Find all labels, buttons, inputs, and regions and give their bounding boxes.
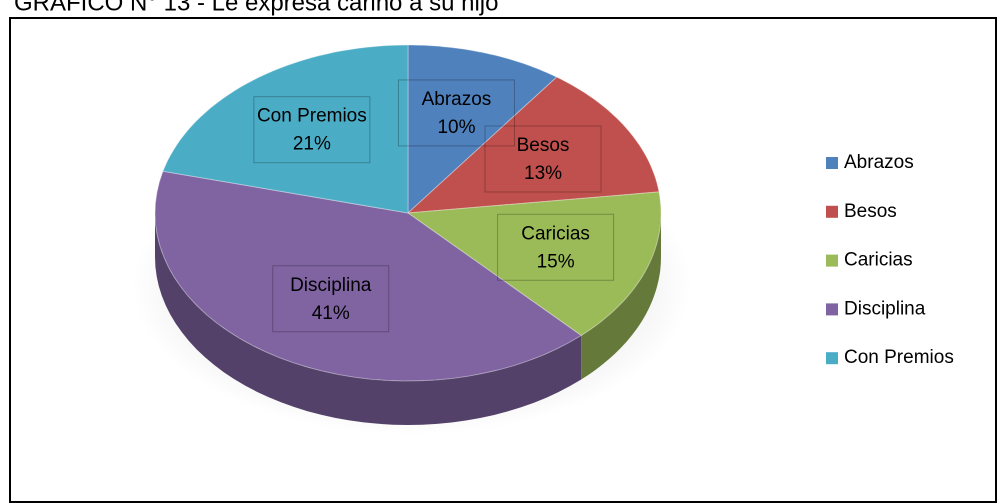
legend-label: Con Premios [844, 347, 954, 368]
pie-slice [406, 76, 660, 214]
legend-swatch [826, 352, 838, 365]
pie-slice-side [581, 213, 661, 380]
pie-slice [407, 44, 558, 215]
data-label-category: Besos [517, 135, 570, 156]
data-label-box [253, 96, 371, 164]
pie-slice-side [155, 213, 582, 425]
chart-title: GRÁFICO N° 13 - Le expresa cariño a su h… [14, 0, 498, 16]
legend-label: Caricias [844, 250, 913, 271]
legend-swatch [826, 254, 838, 267]
data-label-value: 41% [312, 303, 350, 324]
data-label-value: 10% [437, 117, 475, 138]
chart-frame [9, 17, 997, 503]
legend-label: Disciplina [844, 298, 926, 319]
data-label-box [272, 265, 390, 333]
data-label-box [397, 79, 515, 147]
legend-label: Abrazos [844, 152, 914, 173]
data-label-category: Abrazos [422, 89, 492, 110]
pie-slice [406, 191, 662, 337]
data-label-box [484, 125, 602, 193]
legend-swatch [826, 157, 838, 169]
pie-slice [154, 170, 583, 382]
data-label-value: 13% [524, 163, 562, 184]
data-label-category: Caricias [521, 223, 590, 244]
legend-swatch [826, 303, 838, 316]
pie-slice [162, 44, 409, 214]
data-label-value: 21% [293, 134, 331, 155]
legend-label: Besos [844, 201, 897, 222]
data-label-value: 15% [537, 251, 575, 272]
data-label-box [497, 213, 615, 281]
data-label-category: Disciplina [290, 275, 372, 296]
data-label-category: Con Premios [257, 106, 367, 127]
legend-swatch [826, 205, 838, 218]
